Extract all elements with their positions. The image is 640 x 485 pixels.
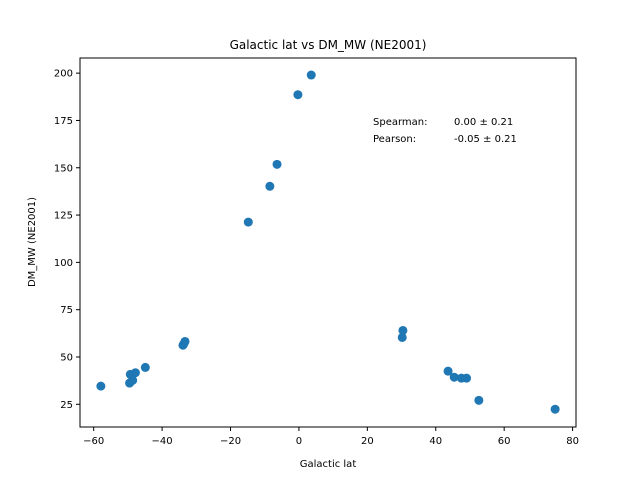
x-tick-label-4: 20 (361, 436, 374, 447)
y-tick-label-6: 175 (54, 116, 73, 127)
x-tick-label-5: 40 (429, 436, 442, 447)
x-tick-label-2: −20 (220, 436, 241, 447)
data-point-16 (443, 366, 453, 376)
y-tick-label-4: 125 (54, 211, 73, 222)
x-tick-label-7: 80 (566, 436, 579, 447)
data-point-19 (462, 373, 472, 383)
data-point-9 (243, 217, 253, 227)
data-point-20 (474, 395, 484, 405)
spearman-value: 0.00 ± 0.21 (454, 117, 513, 128)
y-axis-title: DM_MW (NE2001) (27, 197, 38, 287)
data-point-12 (293, 90, 303, 100)
data-point-13 (306, 70, 316, 80)
x-tick-label-3: 0 (296, 436, 302, 447)
x-tick-label-1: −40 (152, 436, 173, 447)
y-tick-label-0: 25 (60, 400, 73, 411)
data-point-8 (180, 336, 190, 346)
data-point-14 (397, 332, 407, 342)
correlation-annotation: Spearman: 0.00 ± 0.21 Pearson: -0.05 ± 0… (373, 117, 517, 145)
data-point-0 (96, 381, 106, 391)
x-tick-label-6: 60 (498, 436, 511, 447)
data-point-5 (140, 362, 150, 372)
data-point-17 (449, 372, 459, 382)
data-point-15 (398, 325, 408, 335)
y-tick-label-1: 50 (60, 352, 73, 363)
y-axis-ticks: 25 50 75 100 125 150 175 200 (54, 69, 80, 411)
x-tick-label-0: −60 (83, 436, 104, 447)
x-axis-title: Galactic lat (300, 459, 357, 470)
y-tick-label-5: 150 (54, 163, 73, 174)
pearson-label: Pearson: (373, 134, 416, 145)
data-point-11 (272, 159, 282, 169)
spearman-label: Spearman: (373, 117, 428, 128)
plot-frame (79, 57, 577, 428)
x-axis-ticks: −60 −40 −20 0 20 40 60 80 (83, 427, 579, 447)
chart-title: Galactic lat vs DM_MW (NE2001) (230, 38, 427, 52)
y-tick-label-2: 75 (60, 305, 73, 316)
data-point-21 (550, 404, 560, 414)
pearson-value: -0.05 ± 0.21 (454, 134, 517, 145)
data-point-10 (265, 181, 275, 191)
y-tick-label-7: 200 (54, 69, 73, 80)
points-layer (96, 70, 560, 414)
data-point-4 (130, 368, 140, 378)
y-tick-label-3: 100 (54, 258, 73, 269)
